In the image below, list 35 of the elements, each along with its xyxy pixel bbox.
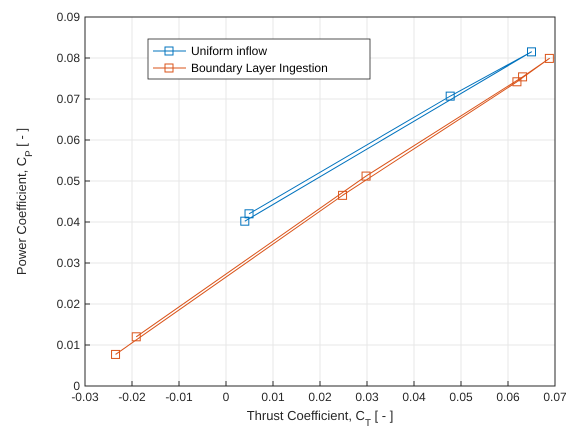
point bbox=[512, 77, 522, 86]
y-tick-label: 0.09 bbox=[56, 10, 80, 24]
point bbox=[527, 47, 536, 56]
x-axis-title: Thrust Coefficient, C$_{T}$ [ - ] bbox=[246, 408, 394, 428]
x-tick-label: 0.06 bbox=[496, 390, 520, 404]
x-tick-label: -0.03 bbox=[71, 390, 99, 404]
x-tick-label: 0.05 bbox=[449, 390, 473, 404]
point bbox=[240, 216, 250, 226]
y-tick-label: 0.03 bbox=[56, 256, 80, 270]
point bbox=[544, 54, 554, 63]
point bbox=[362, 172, 371, 181]
point bbox=[132, 332, 141, 342]
point bbox=[446, 92, 455, 101]
legend-label: Boundary Layer Ingestion bbox=[191, 61, 328, 75]
y-tick-label: 0.04 bbox=[56, 215, 80, 229]
y-tick-label: 0.07 bbox=[56, 92, 80, 106]
y-tick-label: 0.06 bbox=[56, 133, 80, 147]
x-tick-label: 0.07 bbox=[543, 390, 567, 404]
point bbox=[338, 190, 348, 200]
point bbox=[518, 72, 528, 82]
y-tick-label: 0.05 bbox=[56, 174, 80, 188]
x-tick-label: 0 bbox=[222, 390, 230, 404]
x-tick-label: 0.02 bbox=[308, 390, 332, 404]
x-tick-label: -0.01 bbox=[165, 390, 193, 404]
y-tick-label: 0.02 bbox=[56, 297, 80, 311]
y-tick-label: 0 bbox=[73, 379, 80, 393]
legend-label: Uniform inflow bbox=[191, 44, 268, 58]
point bbox=[111, 350, 120, 359]
x-tick-label: 0.03 bbox=[355, 390, 379, 404]
point bbox=[244, 209, 254, 218]
x-tick-label: 0.04 bbox=[402, 390, 426, 404]
x-tick-label: -0.02 bbox=[118, 390, 146, 404]
x-tick-label: 0.01 bbox=[261, 390, 285, 404]
y-tick-label: 0.01 bbox=[56, 338, 80, 352]
y-tick-label: 0.08 bbox=[56, 51, 80, 65]
